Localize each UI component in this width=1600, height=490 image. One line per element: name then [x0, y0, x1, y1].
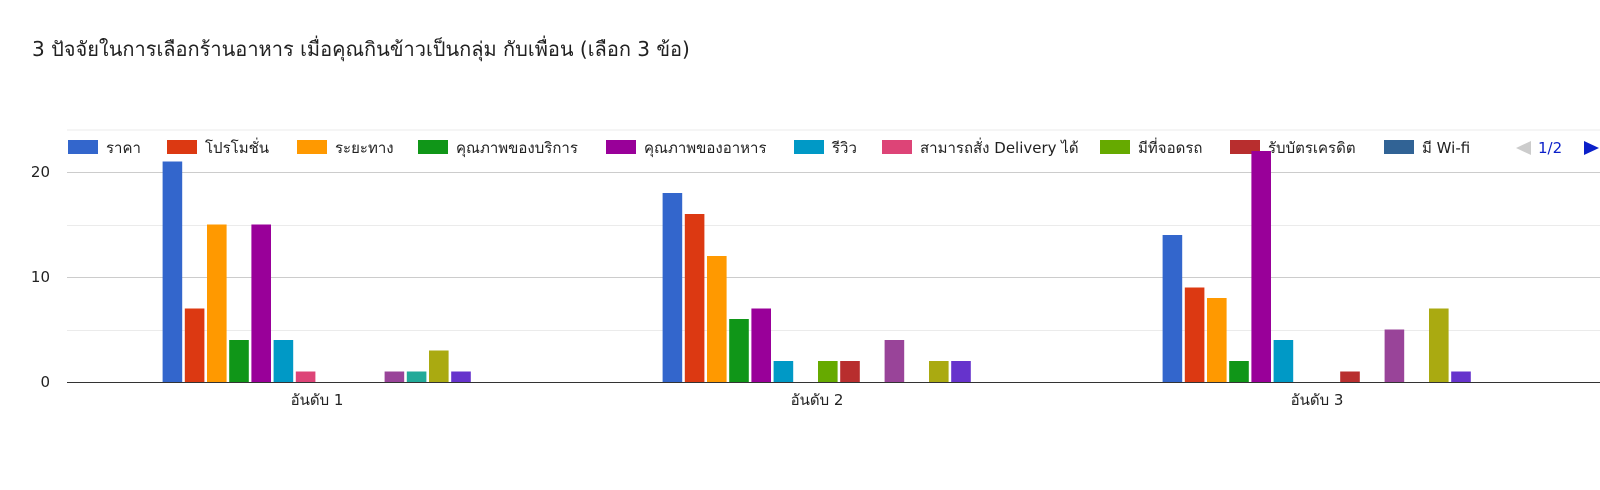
legend-item: รับบัตรเครดิต	[1230, 139, 1356, 157]
bar	[929, 361, 949, 382]
y-tick-label: 0	[40, 373, 50, 391]
triangle-right-icon[interactable]	[1584, 141, 1599, 155]
bar	[684, 214, 705, 382]
bar	[1340, 371, 1360, 382]
bar	[751, 308, 771, 382]
legend-item: สามารถสั่ง Delivery ได้	[882, 137, 1079, 157]
legend-swatch	[297, 140, 327, 154]
legend-swatch	[794, 140, 824, 154]
legend-swatch	[882, 140, 912, 154]
legend-item: โปรโมชั่น	[167, 137, 269, 157]
bar	[384, 371, 405, 382]
x-tick-label: อันดับ 2	[791, 391, 844, 409]
bar	[184, 308, 205, 382]
legend-item: มีที่จอดรถ	[1100, 137, 1202, 157]
bar	[707, 256, 727, 382]
bar	[818, 361, 838, 382]
bar	[773, 361, 794, 382]
legend-page-label: 1/2	[1538, 139, 1562, 157]
bar	[295, 371, 316, 382]
bar	[229, 340, 249, 382]
legend-label: โปรโมชั่น	[205, 137, 269, 157]
legend-label: รีวิว	[831, 139, 857, 157]
legend-label: คุณภาพของอาหาร	[644, 139, 767, 158]
legend-item: คุณภาพของบริการ	[418, 139, 578, 158]
legend-label: สามารถสั่ง Delivery ได้	[920, 137, 1079, 157]
legend-swatch	[1384, 140, 1414, 154]
bar	[1251, 151, 1271, 382]
bar	[429, 350, 449, 382]
gridlines: 0 10 20	[31, 129, 1600, 391]
bar	[162, 161, 183, 382]
bar	[1162, 235, 1183, 382]
y-tick-label: 20	[31, 163, 50, 181]
legend: ราคา โปรโมชั่น ระยะทาง คุณภาพของบริการ คุณภา…	[68, 137, 1470, 158]
bar	[729, 319, 749, 382]
legend-item: รีวิว	[794, 139, 857, 157]
legend-swatch	[167, 140, 197, 154]
bar	[1229, 361, 1249, 382]
bar	[406, 371, 427, 382]
legend-label: คุณภาพของบริการ	[456, 139, 578, 158]
legend-label: มี Wi-fi	[1422, 139, 1470, 157]
y-tick-label: 10	[31, 268, 50, 286]
bar	[1273, 340, 1294, 382]
bar	[1451, 371, 1471, 382]
legend-item: คุณภาพของอาหาร	[606, 139, 767, 158]
bar	[251, 224, 271, 382]
legend-swatch	[1100, 140, 1130, 154]
bar	[1207, 298, 1227, 382]
bar	[1384, 329, 1405, 382]
legend-item: ระยะทาง	[297, 139, 394, 157]
legend-label: ระยะทาง	[335, 139, 394, 157]
bars: อันดับ 1 อันดับ 2 อันดับ 3	[162, 151, 1471, 409]
legend-swatch	[418, 140, 448, 154]
x-tick-label: อันดับ 1	[291, 391, 344, 409]
chart-title: 3 ปัจจัยในการเลือกร้านอาหาร เมื่อคุณกินข…	[32, 37, 690, 61]
legend-item: มี Wi-fi	[1384, 139, 1470, 157]
legend-swatch	[68, 140, 98, 154]
legend-swatch	[606, 140, 636, 154]
bar	[951, 361, 971, 382]
legend-label: ราคา	[106, 139, 141, 157]
legend-label: มีที่จอดรถ	[1138, 137, 1202, 157]
legend-swatch	[1230, 140, 1260, 154]
legend-pager[interactable]: 1/2	[1516, 139, 1599, 157]
legend-label: รับบัตรเครดิต	[1268, 139, 1356, 157]
bar	[451, 371, 471, 382]
bar	[884, 340, 905, 382]
triangle-left-icon[interactable]	[1516, 141, 1531, 155]
bar	[662, 193, 683, 382]
bar	[207, 224, 227, 382]
bar	[840, 361, 860, 382]
legend-item: ราคา	[68, 139, 141, 157]
bar	[1429, 308, 1449, 382]
x-tick-label: อันดับ 3	[1291, 391, 1344, 409]
bar	[273, 340, 294, 382]
bar	[1184, 287, 1205, 382]
